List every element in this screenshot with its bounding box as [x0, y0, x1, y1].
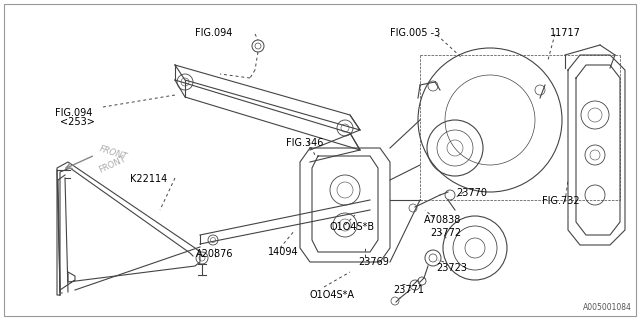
Text: 23769: 23769 — [358, 257, 389, 267]
Text: FIG.005 -3: FIG.005 -3 — [390, 28, 440, 38]
Text: 23770: 23770 — [456, 188, 487, 198]
Text: FIG.346: FIG.346 — [286, 138, 323, 148]
Text: K22114: K22114 — [130, 174, 167, 184]
Text: <253>: <253> — [60, 117, 95, 127]
Text: FRONT: FRONT — [97, 155, 127, 175]
Text: FRONT: FRONT — [98, 144, 128, 162]
Text: A005001084: A005001084 — [583, 303, 632, 312]
Text: 23772: 23772 — [430, 228, 461, 238]
Text: FIG.732: FIG.732 — [542, 196, 580, 206]
Text: 23723: 23723 — [436, 263, 467, 273]
Text: O1O4S*B: O1O4S*B — [330, 222, 375, 232]
Text: 14094: 14094 — [268, 247, 299, 257]
Text: 11717: 11717 — [550, 28, 581, 38]
Text: 23771: 23771 — [393, 285, 424, 295]
Text: FIG.094: FIG.094 — [195, 28, 232, 38]
Text: FIG.094: FIG.094 — [55, 108, 92, 118]
Text: O1O4S*A: O1O4S*A — [310, 290, 355, 300]
Text: A70838: A70838 — [424, 215, 461, 225]
Text: A20876: A20876 — [196, 249, 234, 259]
